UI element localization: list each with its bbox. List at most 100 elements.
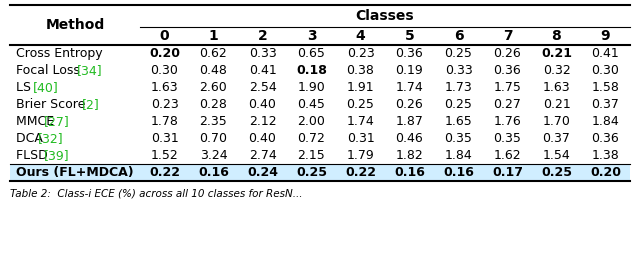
Text: 0.62: 0.62 [200, 47, 227, 60]
Text: Focal Loss: Focal Loss [16, 64, 84, 77]
Text: 0.41: 0.41 [591, 47, 620, 60]
Text: 0.46: 0.46 [396, 132, 424, 145]
Text: 0.21: 0.21 [543, 98, 570, 111]
Text: Classes: Classes [356, 9, 414, 23]
Text: 0: 0 [160, 29, 170, 43]
Text: 0.22: 0.22 [345, 166, 376, 179]
Text: 0.22: 0.22 [149, 166, 180, 179]
Text: Ours (FL+MDCA): Ours (FL+MDCA) [16, 166, 134, 179]
Text: 1.58: 1.58 [591, 81, 620, 94]
Text: 2.15: 2.15 [298, 149, 325, 162]
Text: 0.40: 0.40 [248, 98, 276, 111]
Text: 6: 6 [454, 29, 463, 43]
Text: 0.38: 0.38 [347, 64, 374, 77]
Text: 0.23: 0.23 [347, 47, 374, 60]
Text: 0.30: 0.30 [150, 64, 179, 77]
Text: 9: 9 [601, 29, 611, 43]
Text: 2.00: 2.00 [298, 115, 325, 128]
Text: LS: LS [16, 81, 35, 94]
Text: 0.31: 0.31 [347, 132, 374, 145]
Text: 1.74: 1.74 [396, 81, 424, 94]
Text: 2.60: 2.60 [200, 81, 227, 94]
Text: 2.35: 2.35 [200, 115, 227, 128]
Text: 1.91: 1.91 [347, 81, 374, 94]
Text: 0.26: 0.26 [493, 47, 522, 60]
Text: 2.74: 2.74 [248, 149, 276, 162]
Text: 1.84: 1.84 [591, 115, 620, 128]
Text: Table 2:  Class-i ECE (%) across all 10 classes for ResN...: Table 2: Class-i ECE (%) across all 10 c… [10, 189, 303, 199]
Text: 0.19: 0.19 [396, 64, 424, 77]
Text: 1.63: 1.63 [150, 81, 179, 94]
Text: 0.25: 0.25 [445, 98, 472, 111]
Text: 3.24: 3.24 [200, 149, 227, 162]
Text: 1.84: 1.84 [445, 149, 472, 162]
Text: 0.21: 0.21 [541, 47, 572, 60]
Text: 0.25: 0.25 [445, 47, 472, 60]
Text: 0.70: 0.70 [200, 132, 227, 145]
Text: 0.30: 0.30 [591, 64, 620, 77]
Text: 0.16: 0.16 [198, 166, 229, 179]
Text: 1.54: 1.54 [543, 149, 570, 162]
Text: 2: 2 [258, 29, 268, 43]
Text: 0.41: 0.41 [248, 64, 276, 77]
Text: 1.38: 1.38 [591, 149, 620, 162]
Text: 1.63: 1.63 [543, 81, 570, 94]
Text: 0.24: 0.24 [247, 166, 278, 179]
Text: 0.48: 0.48 [200, 64, 227, 77]
Text: [32]: [32] [38, 132, 63, 145]
Text: 4: 4 [356, 29, 365, 43]
Text: DCA: DCA [16, 132, 47, 145]
Text: 0.37: 0.37 [591, 98, 620, 111]
Text: [34]: [34] [77, 64, 102, 77]
Text: 2.12: 2.12 [249, 115, 276, 128]
Text: 5: 5 [404, 29, 414, 43]
Text: 0.31: 0.31 [150, 132, 179, 145]
Text: 0.36: 0.36 [591, 132, 620, 145]
Text: 0.33: 0.33 [248, 47, 276, 60]
Text: [2]: [2] [82, 98, 100, 111]
Text: 1.70: 1.70 [543, 115, 570, 128]
Text: 0.26: 0.26 [396, 98, 424, 111]
Text: 1.82: 1.82 [396, 149, 424, 162]
Text: 1: 1 [209, 29, 218, 43]
Text: 0.27: 0.27 [493, 98, 522, 111]
Text: Method: Method [45, 18, 104, 32]
Text: 1.78: 1.78 [150, 115, 179, 128]
Text: 0.72: 0.72 [298, 132, 325, 145]
Text: 0.20: 0.20 [149, 47, 180, 60]
Text: 0.35: 0.35 [493, 132, 522, 145]
Text: Brier Score: Brier Score [16, 98, 90, 111]
Text: 0.45: 0.45 [298, 98, 325, 111]
Text: 1.76: 1.76 [493, 115, 522, 128]
Text: 0.25: 0.25 [541, 166, 572, 179]
Text: 0.32: 0.32 [543, 64, 570, 77]
Text: 0.16: 0.16 [443, 166, 474, 179]
Text: 1.75: 1.75 [493, 81, 522, 94]
Text: 0.36: 0.36 [396, 47, 424, 60]
Text: 0.35: 0.35 [445, 132, 472, 145]
Text: 0.40: 0.40 [248, 132, 276, 145]
Text: 0.17: 0.17 [492, 166, 523, 179]
Text: Cross Entropy: Cross Entropy [16, 47, 102, 60]
Text: 0.16: 0.16 [394, 166, 425, 179]
Text: [40]: [40] [33, 81, 58, 94]
Text: MMCE: MMCE [16, 115, 58, 128]
Text: 0.36: 0.36 [493, 64, 522, 77]
Text: 0.23: 0.23 [150, 98, 179, 111]
Text: 1.65: 1.65 [445, 115, 472, 128]
Bar [10, 164, 630, 181]
Text: 2.54: 2.54 [248, 81, 276, 94]
Text: 3: 3 [307, 29, 316, 43]
Text: 1.62: 1.62 [493, 149, 522, 162]
Text: 1.74: 1.74 [347, 115, 374, 128]
Text: 1.79: 1.79 [347, 149, 374, 162]
Text: 0.65: 0.65 [298, 47, 325, 60]
Text: 7: 7 [502, 29, 512, 43]
Text: 0.18: 0.18 [296, 64, 327, 77]
Text: 1.87: 1.87 [396, 115, 424, 128]
Text: [27]: [27] [44, 115, 69, 128]
Text: 0.37: 0.37 [543, 132, 570, 145]
Text: FLSD: FLSD [16, 149, 52, 162]
Text: 1.73: 1.73 [445, 81, 472, 94]
Text: 0.25: 0.25 [347, 98, 374, 111]
